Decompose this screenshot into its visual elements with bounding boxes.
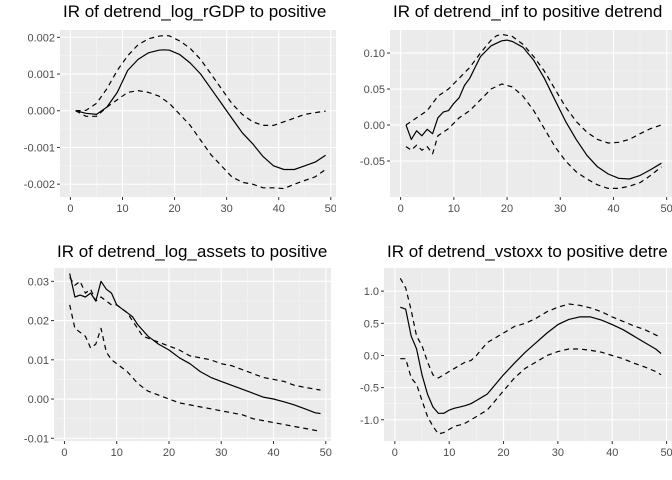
- impulse-response-line-assets: [69, 273, 321, 415]
- lower-confidence-band-rgdp: [75, 89, 326, 190]
- upper-confidence-band-rgdp: [75, 34, 326, 127]
- chart-svg-rgdp: 0 10 20 30 40 50 -0.002 -0.001 0.000 0.001 0.002: [24, 30, 336, 215]
- x-tick-label: 30: [552, 447, 564, 459]
- x-tick-label: 20: [501, 203, 513, 215]
- plot-background-assets: [54, 268, 331, 441]
- x-tick-label: 10: [443, 447, 455, 459]
- x-tick-label: 20: [163, 447, 175, 459]
- chart-panel-inf: 0 10 20 30 40 50 -0.05 0.00 0.05 0.10 IR of detre…: [336, 0, 672, 240]
- upper-confidence-band-inf: [405, 33, 662, 144]
- chart-panel-assets: 0 10 20 30 40 50 -0.01 0.00 0.01 0.02 0.03 IR of d…: [0, 240, 336, 480]
- plot-background-rgdp: [60, 30, 336, 197]
- upper-confidence-band-vstoxx: [399, 278, 662, 379]
- y-tick-label: 1.0: [364, 286, 379, 298]
- impulse-response-line-vstoxx: [400, 306, 662, 414]
- plot-background-inf: [390, 30, 672, 197]
- x-tick-label: 50: [660, 447, 672, 459]
- y-tick-label: 0.001: [27, 69, 55, 81]
- x-tick-label: 0: [67, 203, 73, 215]
- y-tick-label: 0.02: [28, 316, 49, 328]
- x-tick-label: 40: [273, 203, 285, 215]
- chart-panel-vstoxx: 0 10 20 30 40 50 -1.0 -0.5 0.0 0.5 1.0 IR of detre…: [336, 240, 672, 480]
- chart-title-assets: IR of detrend_log_assets to positive: [57, 242, 328, 261]
- plot-background-vstoxx: [384, 268, 672, 441]
- impulse-response-line-inf: [405, 39, 662, 180]
- y-tick-label: 0.002: [27, 32, 55, 44]
- chart-svg-inf: 0 10 20 30 40 50 -0.05 0.00 0.05 0.10: [360, 30, 672, 215]
- chart-svg-vstoxx: 0 10 20 30 40 50 -1.0 -0.5 0.0 0.5 1.0: [360, 268, 672, 459]
- y-tick-label: -0.5: [360, 383, 379, 395]
- x-tick-label: 30: [221, 203, 233, 215]
- x-tick-label: 20: [168, 203, 180, 215]
- y-tick-label: 0.0: [364, 350, 379, 362]
- y-tick-label: 0.00: [28, 394, 49, 406]
- x-tick-label: 10: [448, 203, 460, 215]
- x-tick-label: 50: [661, 203, 672, 215]
- x-tick-label: 0: [398, 203, 404, 215]
- x-tick-label: 30: [215, 447, 227, 459]
- y-tick-label: -1.0: [360, 415, 379, 427]
- x-tick-label: 20: [497, 447, 509, 459]
- lower-confidence-band-assets: [69, 304, 321, 432]
- y-tick-label: -0.05: [360, 156, 385, 168]
- chart-title-vstoxx: IR of detrend_vstoxx to positive detre: [387, 242, 668, 261]
- y-tick-label: -0.002: [24, 179, 55, 191]
- y-tick-label: 0.03: [28, 276, 49, 288]
- x-tick-label: 10: [111, 447, 123, 459]
- chart-svg-assets: 0 10 20 30 40 50 -0.01 0.00 0.01 0.02 0.03: [24, 268, 332, 459]
- x-tick-label: 40: [607, 203, 619, 215]
- y-tick-label: -0.01: [24, 433, 49, 445]
- impulse-response-line-rgdp: [75, 49, 326, 171]
- y-tick-label: 0.10: [364, 48, 385, 60]
- y-tick-label: 0.5: [364, 318, 379, 330]
- x-tick-label: 50: [325, 203, 336, 215]
- x-tick-label: 0: [61, 447, 67, 459]
- x-tick-label: 10: [116, 203, 128, 215]
- y-tick-label: -0.001: [24, 142, 55, 154]
- upper-confidence-band-assets: [69, 277, 321, 391]
- chart-title-inf: IR of detrend_inf to positive detrend: [393, 2, 663, 21]
- chart-panel-rgdp: 0 10 20 30 40 50 -0.002 -0.001 0.000 0.001 0.002 I…: [0, 0, 336, 240]
- x-tick-label: 30: [554, 203, 566, 215]
- lower-confidence-band-vstoxx: [400, 348, 662, 435]
- chart-title-rgdp: IR of detrend_log_rGDP to positive: [63, 2, 327, 21]
- y-tick-label: 0.000: [27, 106, 55, 118]
- x-tick-label: 40: [267, 447, 279, 459]
- y-tick-label: 0.05: [364, 84, 385, 96]
- y-tick-label: 0.00: [364, 120, 385, 132]
- y-tick-label: 0.01: [28, 355, 49, 367]
- x-tick-label: 0: [392, 447, 398, 459]
- x-tick-label: 40: [606, 447, 618, 459]
- x-tick-label: 50: [320, 447, 332, 459]
